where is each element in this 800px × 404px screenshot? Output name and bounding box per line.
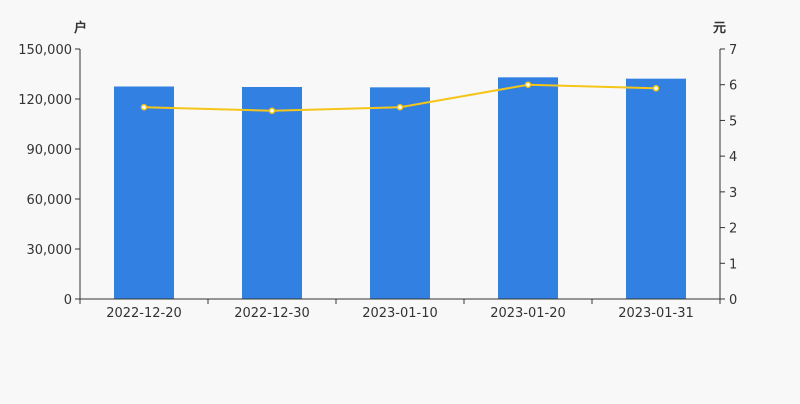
bar (370, 87, 430, 299)
bar (242, 87, 302, 299)
left-axis-tick-label: 30,000 (27, 243, 73, 258)
bar (114, 86, 174, 299)
x-axis-tick-label: 2022-12-20 (106, 306, 182, 321)
right-axis-tick-label: 5 (729, 114, 737, 129)
right-axis-tick-label: 1 (729, 257, 737, 272)
left-axis-tick-label: 120,000 (18, 93, 72, 108)
left-axis-unit-label: 户 (74, 20, 87, 36)
right-axis-tick-label: 2 (729, 222, 737, 237)
line-point (268, 107, 276, 115)
right-axis-tick-label: 6 (729, 79, 737, 94)
bar (626, 78, 686, 300)
line-point (524, 81, 532, 88)
axes: 0 30,000 60,000 90,000 120,000 150,000 0 1 2 3 4 5 6… (18, 43, 737, 321)
right-axis-tick-label: 0 (729, 293, 737, 308)
x-axis-tick-label: 2023-01-31 (618, 306, 694, 321)
x-axis-tick-label: 2023-01-10 (362, 306, 438, 321)
left-axis-tick-label: 90,000 (27, 143, 73, 158)
right-axis-tick-label: 7 (729, 43, 737, 58)
line-series (140, 81, 660, 115)
x-axis-tick-label: 2023-01-20 (490, 306, 566, 321)
right-axis-tick-label: 4 (729, 150, 737, 165)
line-point (396, 103, 404, 111)
right-axis-tick-label: 3 (729, 186, 737, 201)
left-axis-tick-label: 0 (64, 293, 72, 308)
x-axis-tick-label: 2022-12-30 (234, 306, 310, 321)
bar-series (114, 77, 686, 300)
line-point (140, 103, 148, 111)
left-axis-tick-label: 60,000 (27, 193, 73, 208)
bar (498, 77, 558, 299)
left-axis-tick-label: 150,000 (18, 43, 72, 58)
line-point (652, 85, 660, 92)
right-axis-unit-label: 元 (713, 21, 726, 36)
